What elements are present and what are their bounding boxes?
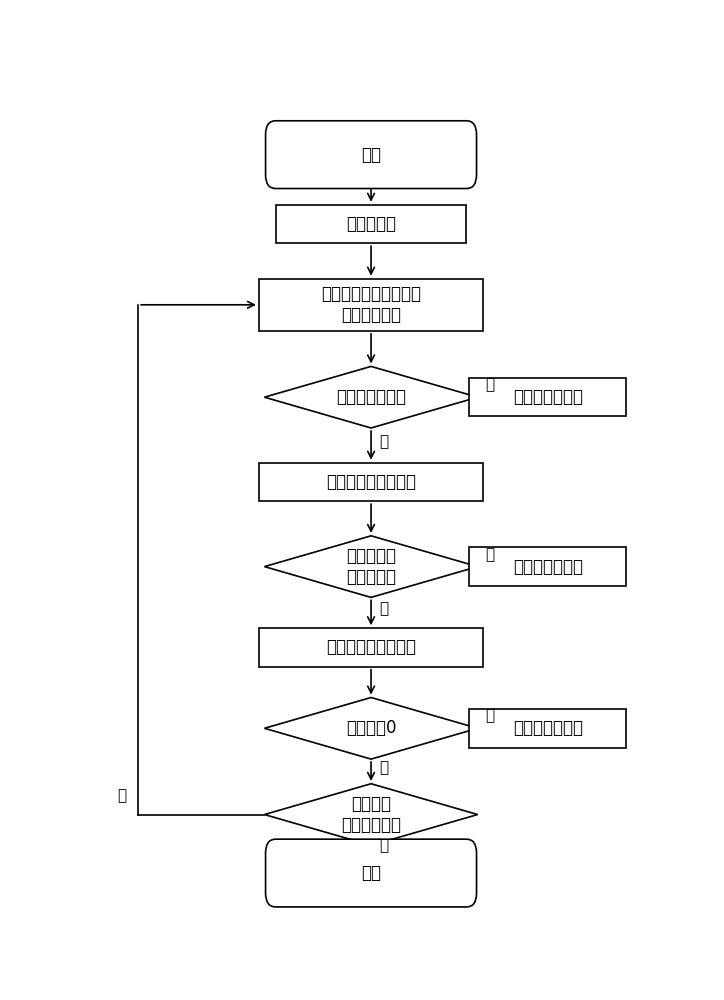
Bar — [259, 279, 484, 331]
Bar — [469, 709, 626, 748]
FancyBboxPatch shape — [266, 839, 476, 907]
Text: 故障不可被隔离: 故障不可被隔离 — [513, 558, 583, 576]
Text: 否: 否 — [379, 760, 388, 775]
Text: 是: 是 — [379, 434, 388, 449]
Polygon shape — [264, 536, 478, 597]
Polygon shape — [264, 698, 478, 759]
Polygon shape — [264, 366, 478, 428]
Text: 否: 否 — [485, 547, 494, 562]
Text: 获取系统输出量对应的
最小对偶分布: 获取系统输出量对应的 最小对偶分布 — [321, 285, 421, 324]
Bar — [259, 463, 484, 501]
Bar — [469, 547, 626, 586]
Text: 可检测性的定量分析: 可检测性的定量分析 — [326, 473, 416, 491]
Text: 是: 是 — [379, 838, 388, 853]
Text: 否: 否 — [485, 377, 494, 392]
Text: 是: 是 — [379, 601, 388, 616]
Text: 是否等于0: 是否等于0 — [346, 719, 396, 737]
FancyBboxPatch shape — [266, 121, 476, 189]
Text: 结束: 结束 — [361, 864, 381, 882]
Text: 是否有其他
可检测故障: 是否有其他 可检测故障 — [346, 547, 396, 586]
Polygon shape — [264, 784, 478, 845]
Text: 故障不可被隔离: 故障不可被隔离 — [513, 719, 583, 737]
Text: 开始: 开始 — [361, 146, 381, 164]
Bar — [469, 378, 626, 416]
Bar — [276, 205, 466, 243]
Text: 故障是否可检测: 故障是否可检测 — [336, 388, 406, 406]
Text: 可隔离性的定量分析: 可隔离性的定量分析 — [326, 638, 416, 656]
Text: 否: 否 — [117, 788, 126, 803]
Text: 是否遍历
所有输出向量: 是否遍历 所有输出向量 — [341, 795, 401, 834]
Text: 是: 是 — [485, 708, 494, 723]
Text: 故障不可被检测: 故障不可被检测 — [513, 388, 583, 406]
Text: 模型标准化: 模型标准化 — [346, 215, 396, 233]
Bar — [259, 628, 484, 667]
